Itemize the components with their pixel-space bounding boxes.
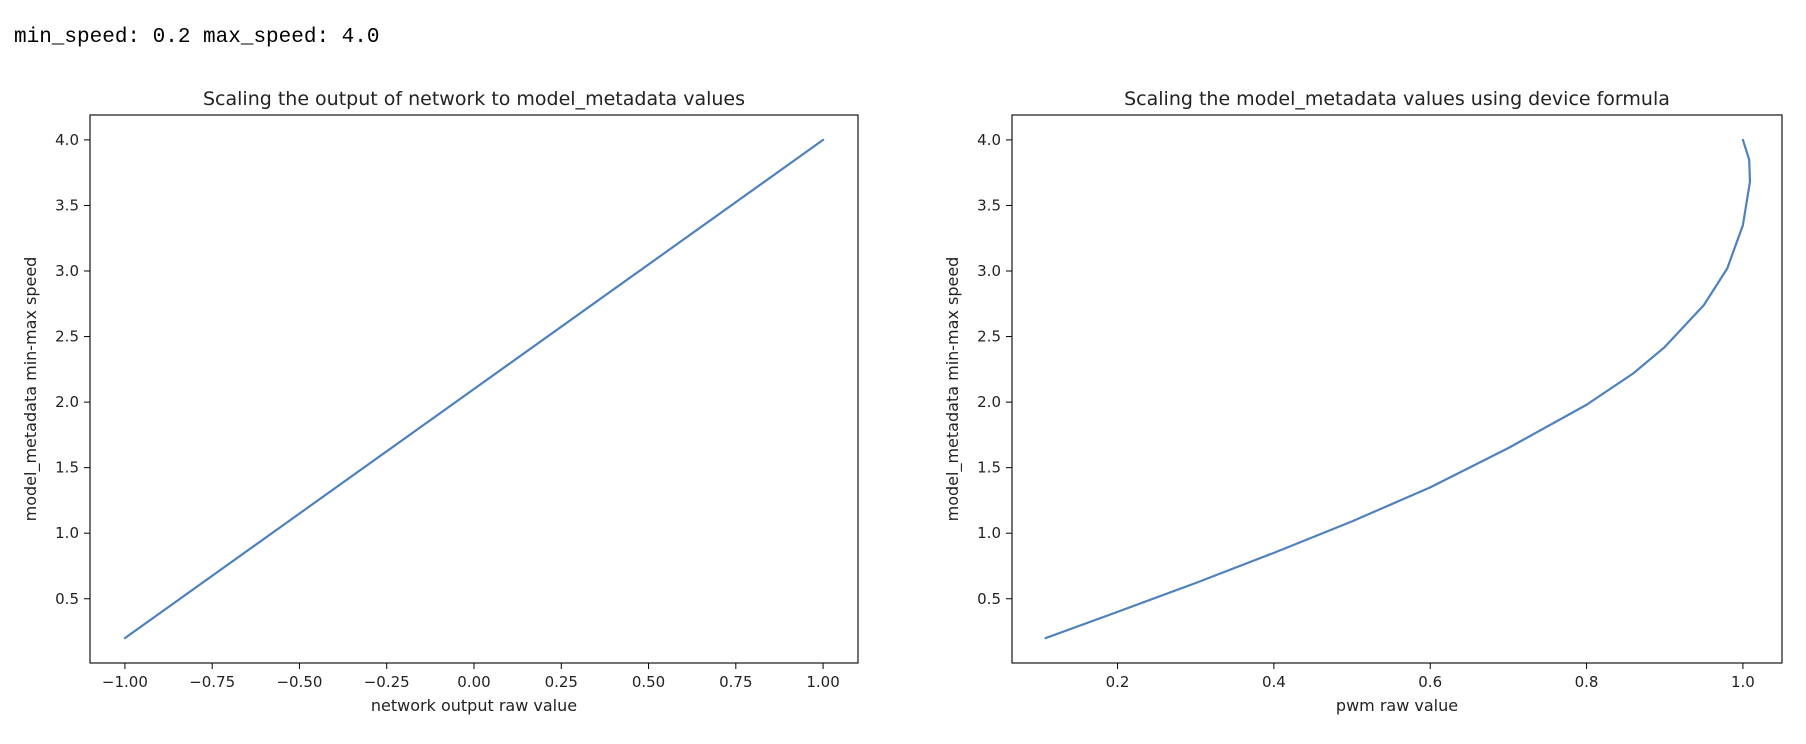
x-tick-label: 1.00 — [806, 673, 839, 691]
y-tick-label: 1.0 — [55, 524, 79, 542]
x-tick-label: 0.50 — [632, 673, 665, 691]
x-axis-label: network output raw value — [371, 696, 577, 715]
x-tick-label: −0.50 — [276, 673, 322, 691]
y-tick-label: 4.0 — [977, 131, 1001, 149]
x-axis-label: pwm raw value — [1336, 696, 1458, 715]
x-tick-label: −0.75 — [189, 673, 235, 691]
x-tick-label: 0.00 — [457, 673, 490, 691]
x-tick-label: 0.2 — [1106, 673, 1130, 691]
y-tick-label: 2.0 — [55, 393, 79, 411]
x-tick-label: −0.25 — [364, 673, 410, 691]
y-tick-label: 2.5 — [977, 328, 1001, 346]
chart-1: Scaling the output of network to model_m… — [21, 88, 859, 715]
x-tick-label: 0.8 — [1575, 673, 1599, 691]
y-tick-label: 2.5 — [55, 328, 79, 346]
chart-title: Scaling the model_metadata values using … — [1124, 88, 1670, 110]
y-tick-label: 3.0 — [55, 262, 79, 280]
x-tick-label: −1.00 — [102, 673, 148, 691]
y-tick-label: 1.0 — [977, 524, 1001, 542]
y-tick-label: 3.5 — [977, 196, 1001, 214]
series-line — [123, 138, 825, 640]
x-tick-label: 0.25 — [545, 673, 578, 691]
y-axis-label: model_metadata min-max speed — [943, 257, 963, 522]
y-axis-label: model_metadata min-max speed — [21, 257, 41, 522]
y-tick-label: 0.5 — [55, 590, 79, 608]
y-tick-label: 0.5 — [977, 590, 1001, 608]
x-tick-label: 0.75 — [719, 673, 752, 691]
chart-2: Scaling the model_metadata values using … — [943, 88, 1783, 715]
output-header-text: min_speed: 0.2 max_speed: 4.0 — [14, 26, 380, 49]
x-tick-label: 1.0 — [1731, 673, 1755, 691]
y-tick-label: 3.5 — [55, 196, 79, 214]
series-line — [1044, 138, 1752, 640]
y-tick-label: 1.5 — [977, 459, 1001, 477]
y-tick-label: 2.0 — [977, 393, 1001, 411]
plot-area — [89, 114, 859, 664]
y-tick-label: 3.0 — [977, 262, 1001, 280]
chart-title: Scaling the output of network to model_m… — [203, 88, 745, 110]
x-tick-label: 0.4 — [1262, 673, 1286, 691]
y-tick-label: 4.0 — [55, 131, 79, 149]
plot-area — [1011, 114, 1783, 664]
y-tick-label: 1.5 — [55, 459, 79, 477]
x-tick-label: 0.6 — [1418, 673, 1442, 691]
